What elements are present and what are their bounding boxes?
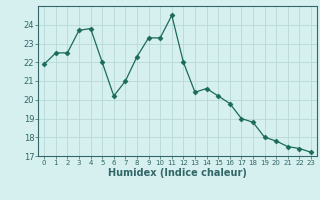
- X-axis label: Humidex (Indice chaleur): Humidex (Indice chaleur): [108, 168, 247, 178]
